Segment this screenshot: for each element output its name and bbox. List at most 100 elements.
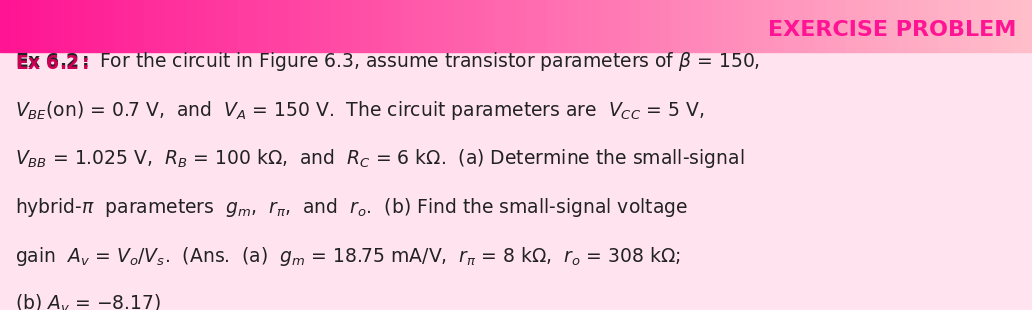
Bar [630,0,640,51]
Bar [774,0,784,51]
Bar [114,0,124,51]
Bar [21,0,31,51]
Bar [206,0,217,51]
Bar [795,0,805,51]
Bar [846,0,857,51]
Bar [83,0,93,51]
Bar [155,0,165,51]
Text: $\mathbf{Ex\ 6.2:}$: $\mathbf{Ex\ 6.2:}$ [15,54,90,73]
Bar [671,0,681,51]
Bar [217,0,227,51]
Bar [805,0,815,51]
Bar [382,0,392,51]
Bar [826,0,836,51]
Bar [186,0,196,51]
Bar [144,0,155,51]
Bar [134,0,144,51]
Bar [681,0,691,51]
Bar [475,0,485,51]
Bar [351,0,361,51]
Bar [516,0,526,51]
Bar [650,0,660,51]
Bar [361,0,372,51]
Bar [454,0,464,51]
Bar [557,0,568,51]
Bar [949,0,960,51]
Bar [0,0,10,51]
Bar [413,0,423,51]
Bar [702,0,712,51]
Bar [62,0,72,51]
Bar [568,0,578,51]
Bar [464,0,475,51]
Bar [506,0,516,51]
Bar [330,0,341,51]
Bar [41,0,52,51]
Bar [52,0,62,51]
Bar [1001,0,1011,51]
Bar [784,0,795,51]
Text: $V_{BB}$ = 1.025 V,  $R_B$ = 100 k$\Omega$,  and  $R_C$ = 6 k$\Omega$.  (a) Dete: $V_{BB}$ = 1.025 V, $R_B$ = 100 k$\Omega… [15,147,745,170]
Text: gain  $A_v$ = $V_o$/$V_s$.  (Ans.  (a)  $g_m$ = 18.75 mA/V,  $r_\pi$ = 8 k$\Omeg: gain $A_v$ = $V_o$/$V_s$. (Ans. (a) $g_m… [15,245,681,268]
Bar [588,0,599,51]
Bar [165,0,175,51]
Bar [877,0,888,51]
Bar [392,0,402,51]
Bar [867,0,877,51]
Bar [526,0,537,51]
Bar [402,0,413,51]
Bar [289,0,299,51]
Bar [960,0,970,51]
Bar [1011,0,1022,51]
Bar [640,0,650,51]
Bar [991,0,1001,51]
Bar [93,0,103,51]
Bar [918,0,929,51]
Text: $V_{BE}$(on) = 0.7 V,  and  $V_A$ = 150 V.  The circuit parameters are  $V_{CC}$: $V_{BE}$(on) = 0.7 V, and $V_A$ = 150 V.… [15,99,705,122]
Bar [898,0,908,51]
Text: EXERCISE PROBLEM: EXERCISE PROBLEM [768,20,1017,40]
Bar [722,0,733,51]
Bar [619,0,630,51]
Bar [764,0,774,51]
Bar [72,0,83,51]
Bar [248,0,258,51]
Bar [268,0,279,51]
Bar [609,0,619,51]
Bar [857,0,867,51]
Bar [258,0,268,51]
Bar [310,0,320,51]
Bar [888,0,898,51]
Bar [299,0,310,51]
Bar [279,0,289,51]
Bar [372,0,382,51]
Bar [743,0,753,51]
Bar [433,0,444,51]
Bar [939,0,949,51]
Bar [970,0,980,51]
Text: (b) $A_v$ = $-$8.17): (b) $A_v$ = $-$8.17) [15,292,162,310]
Bar [712,0,722,51]
Bar [980,0,991,51]
Bar [237,0,248,51]
Bar [547,0,557,51]
Bar [537,0,547,51]
Bar [341,0,351,51]
Bar [227,0,237,51]
Bar [836,0,846,51]
Bar [175,0,186,51]
Bar [103,0,114,51]
Bar [660,0,671,51]
Bar [753,0,764,51]
Text: $\mathbf{Ex\ 6.2:}$ For the circuit in Figure 6.3, assume transistor parameters : $\mathbf{Ex\ 6.2:}$ For the circuit in F… [15,50,761,73]
Text: hybrid-$\pi$  parameters  $g_m$,  $r_\pi$,  and  $r_o$.  (b) Find the small-sign: hybrid-$\pi$ parameters $g_m$, $r_\pi$, … [15,196,688,219]
Bar [196,0,206,51]
Bar [423,0,433,51]
Bar [578,0,588,51]
Bar [908,0,918,51]
Bar [599,0,609,51]
Bar [485,0,495,51]
Bar [815,0,826,51]
Bar [495,0,506,51]
Bar [10,0,21,51]
